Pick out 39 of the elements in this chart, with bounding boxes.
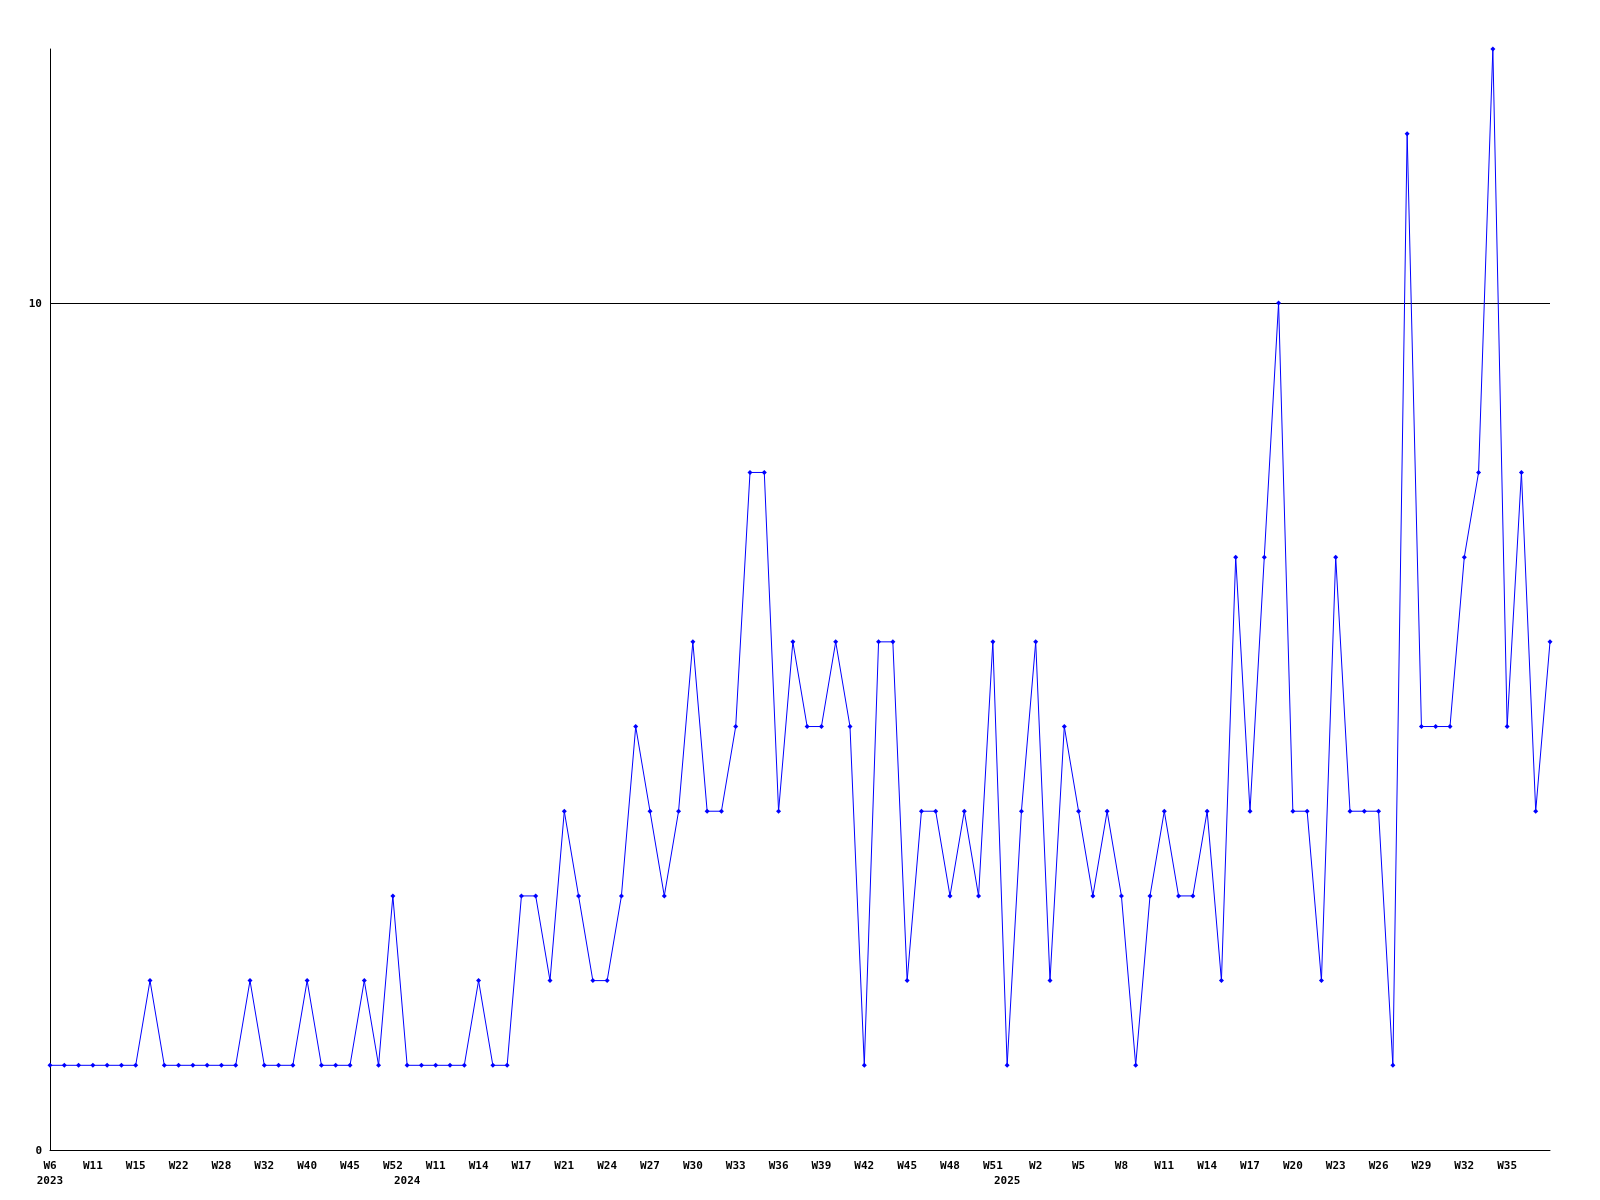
x-tick-label: 2025: [993, 1174, 1021, 1187]
x-tick-label: W28: [211, 1159, 232, 1172]
x-tick-label: W29: [1411, 1159, 1432, 1172]
x-tick-label: W52: [382, 1159, 403, 1172]
x-tick-label: W2: [1029, 1159, 1043, 1172]
y-tick-label: 0: [35, 1143, 42, 1157]
x-tick-label: W39: [811, 1159, 832, 1172]
x-tick-label: 2024: [393, 1174, 421, 1187]
x-tick-label: W17: [511, 1159, 532, 1172]
x-tick-label: W22: [168, 1159, 189, 1172]
x-tick-label: W11: [82, 1159, 104, 1172]
x-tick-label: W23: [1325, 1159, 1346, 1172]
x-tick-label: W32: [254, 1159, 275, 1172]
x-tick-label: W40: [297, 1159, 318, 1172]
x-tick-label: W14: [1197, 1159, 1218, 1172]
x-tick-label: W30: [682, 1159, 703, 1172]
x-tick-label: W21: [554, 1159, 575, 1172]
x-tick-label: W27: [640, 1159, 660, 1172]
x-tick-label: W8: [1114, 1159, 1129, 1172]
x-tick-label: W48: [940, 1159, 960, 1172]
x-tick-label: W36: [768, 1159, 789, 1172]
x-tick-label: W51: [982, 1159, 1004, 1172]
x-tick-label: W20: [1282, 1159, 1303, 1172]
x-tick-label: W11: [425, 1159, 447, 1172]
y-tick-label: 10: [28, 296, 42, 310]
x-tick-label: W15: [125, 1159, 146, 1172]
x-tick-label: W33: [725, 1159, 746, 1172]
x-tick-label: W11: [1154, 1159, 1175, 1172]
x-tick-label: W42: [854, 1159, 875, 1172]
x-tick-label: W17: [1240, 1159, 1260, 1172]
x-tick-label: W32: [1454, 1159, 1475, 1172]
x-tick-label: W45: [340, 1159, 360, 1172]
x-tick-label: W35: [1497, 1159, 1518, 1172]
x-tick-label: W45: [897, 1159, 918, 1172]
x-tick-label: W26: [1368, 1159, 1389, 1172]
x-tick-label: W24: [597, 1159, 618, 1172]
x-tick-label: W14: [468, 1159, 489, 1172]
x-tick-label: W6 2023: [36, 1159, 64, 1187]
x-tick-label: W5: [1071, 1159, 1086, 1172]
